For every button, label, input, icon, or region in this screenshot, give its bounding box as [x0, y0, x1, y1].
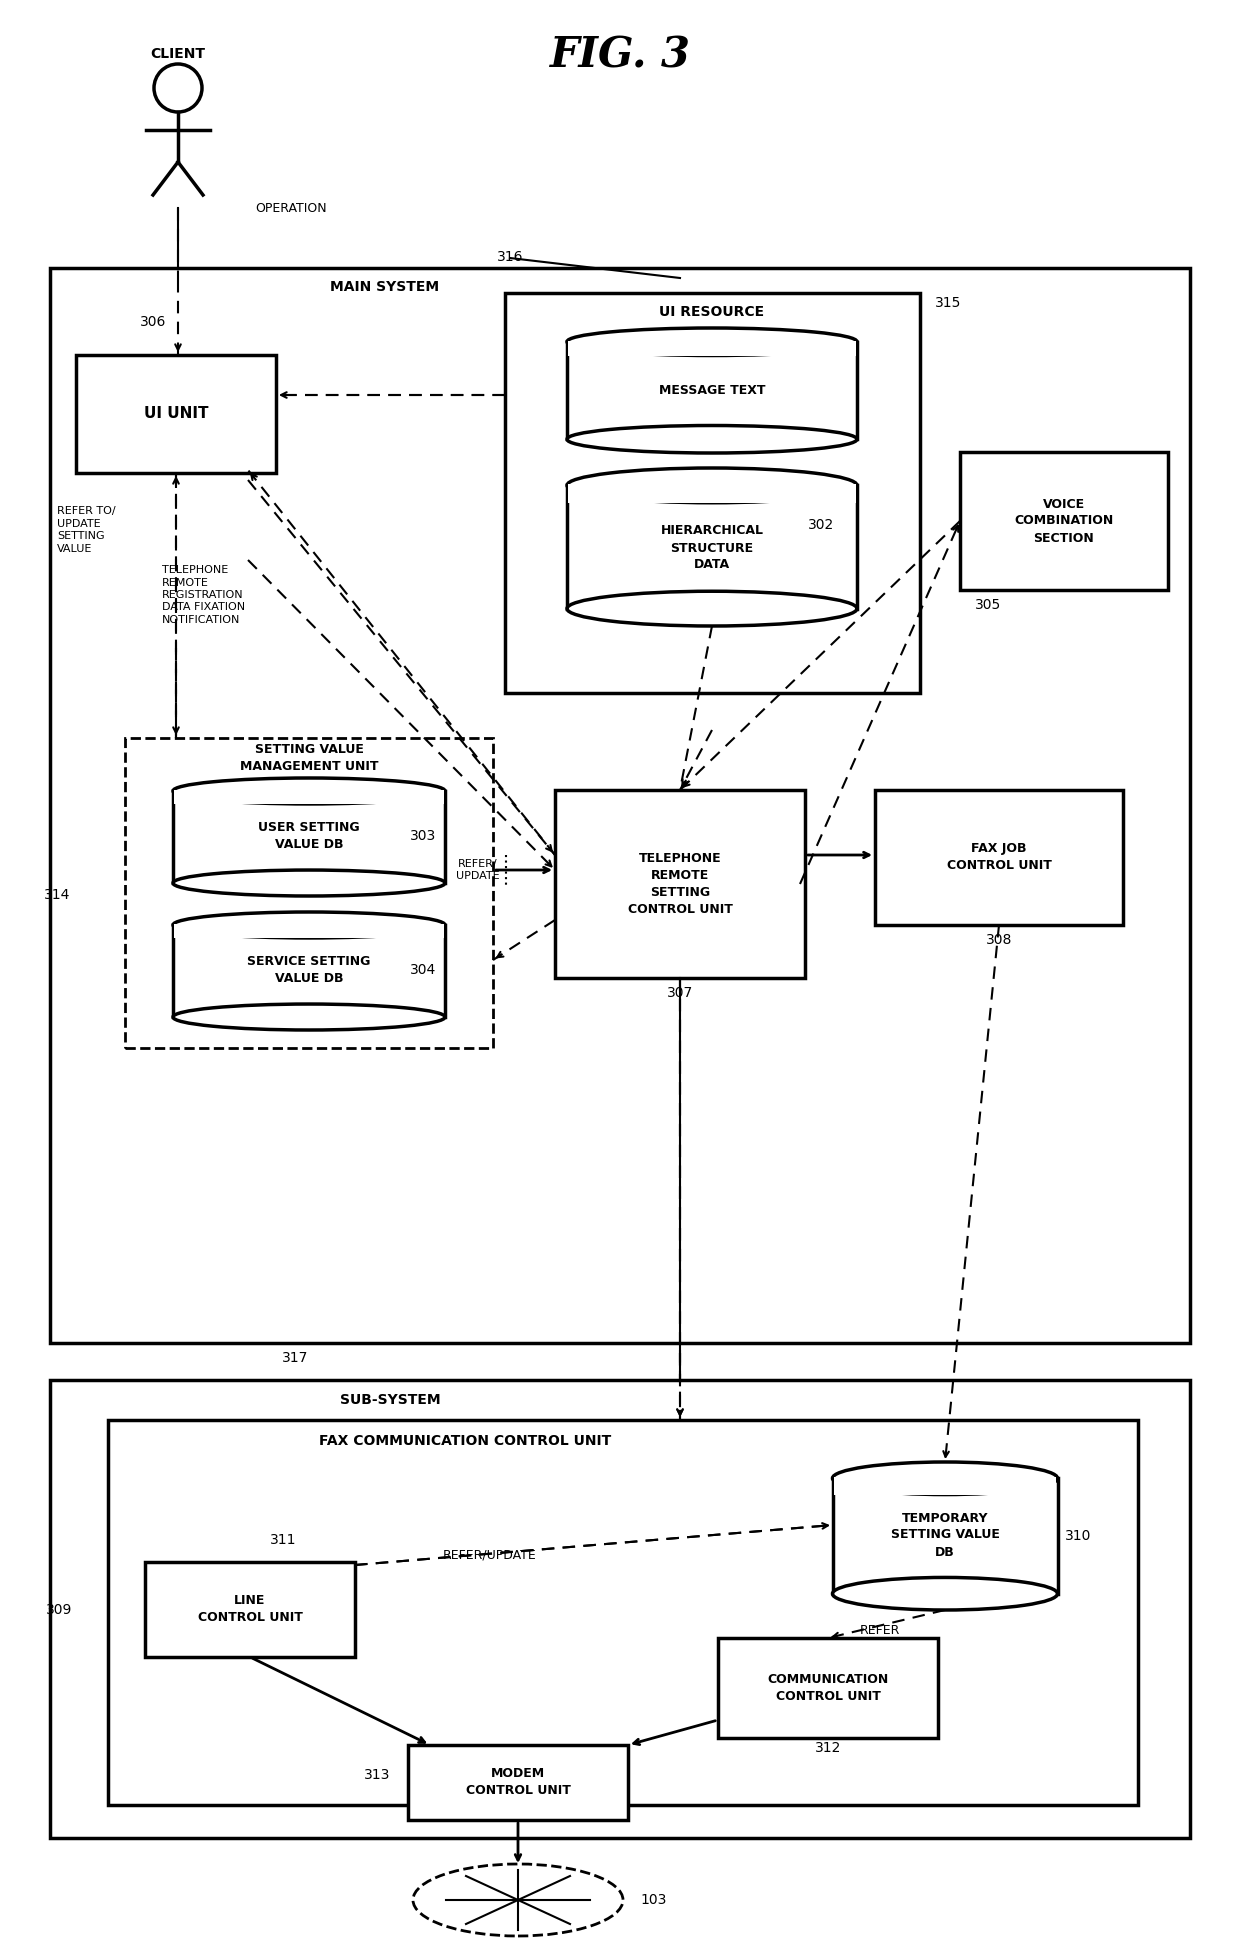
- Text: REFER/
UPDATE: REFER/ UPDATE: [456, 858, 500, 882]
- Text: LINE
CONTROL UNIT: LINE CONTROL UNIT: [197, 1594, 303, 1625]
- Text: VOICE
COMBINATION
SECTION: VOICE COMBINATION SECTION: [1014, 498, 1114, 545]
- Text: TELEPHONE
REMOTE
SETTING
CONTROL UNIT: TELEPHONE REMOTE SETTING CONTROL UNIT: [627, 852, 733, 917]
- Text: REFER TO/
UPDATE
SETTING
VALUE: REFER TO/ UPDATE SETTING VALUE: [57, 506, 115, 553]
- Text: HIERARCHICAL
STRUCTURE
DATA: HIERARCHICAL STRUCTURE DATA: [661, 525, 764, 572]
- Ellipse shape: [567, 329, 857, 356]
- Bar: [145, 1563, 355, 1656]
- Bar: [960, 451, 1168, 590]
- Text: SETTING VALUE
MANAGEMENT UNIT: SETTING VALUE MANAGEMENT UNIT: [239, 743, 378, 773]
- Text: SUB-SYSTEM: SUB-SYSTEM: [340, 1393, 440, 1407]
- Bar: [108, 1421, 1138, 1806]
- Text: SERVICE SETTING
VALUE DB: SERVICE SETTING VALUE DB: [247, 955, 371, 985]
- Ellipse shape: [832, 1461, 1058, 1495]
- Bar: [875, 790, 1123, 924]
- Text: MESSAGE TEXT: MESSAGE TEXT: [658, 383, 765, 397]
- Text: 302: 302: [808, 518, 835, 531]
- Text: 309: 309: [46, 1604, 72, 1617]
- Text: 315: 315: [935, 296, 961, 309]
- Ellipse shape: [567, 592, 857, 627]
- Ellipse shape: [174, 913, 445, 938]
- Ellipse shape: [413, 1864, 622, 1936]
- Text: COMMUNICATION
CONTROL UNIT: COMMUNICATION CONTROL UNIT: [768, 1674, 889, 1703]
- Bar: [76, 354, 277, 473]
- Text: 316: 316: [497, 249, 523, 265]
- Text: TEMPORARY
SETTING VALUE
DB: TEMPORARY SETTING VALUE DB: [890, 1512, 999, 1559]
- Text: 303: 303: [410, 829, 436, 843]
- Ellipse shape: [174, 778, 445, 804]
- Text: TELEPHONE
REMOTE
REGISTRATION
DATA FIXATION
NOTIFICATION: TELEPHONE REMOTE REGISTRATION DATA FIXAT…: [162, 564, 246, 625]
- Ellipse shape: [567, 426, 857, 453]
- Bar: [568, 341, 856, 356]
- Text: 308: 308: [986, 932, 1012, 948]
- Text: 311: 311: [270, 1533, 296, 1547]
- Bar: [568, 485, 856, 502]
- Text: UI RESOURCE: UI RESOURCE: [660, 306, 765, 319]
- Bar: [175, 790, 444, 804]
- Text: OPERATION: OPERATION: [255, 202, 326, 214]
- Ellipse shape: [174, 870, 445, 895]
- Bar: [125, 738, 494, 1049]
- Text: 312: 312: [815, 1742, 841, 1755]
- Ellipse shape: [174, 1004, 445, 1029]
- Text: 305: 305: [975, 597, 1001, 611]
- Bar: [175, 924, 444, 938]
- Bar: [174, 924, 445, 1018]
- Text: FAX COMMUNICATION CONTROL UNIT: FAX COMMUNICATION CONTROL UNIT: [319, 1434, 611, 1448]
- Bar: [50, 269, 1190, 1343]
- Text: 317: 317: [281, 1351, 309, 1364]
- Circle shape: [154, 64, 202, 113]
- Bar: [174, 790, 445, 883]
- Text: UI UNIT: UI UNIT: [144, 407, 208, 422]
- Text: CLIENT: CLIENT: [150, 47, 206, 60]
- Text: 310: 310: [1065, 1530, 1091, 1543]
- Text: MAIN SYSTEM: MAIN SYSTEM: [330, 280, 439, 294]
- Bar: [832, 1479, 1058, 1594]
- Ellipse shape: [832, 1578, 1058, 1609]
- Bar: [567, 485, 857, 609]
- Bar: [718, 1639, 937, 1738]
- Text: FIG. 3: FIG. 3: [549, 33, 691, 76]
- Text: 304: 304: [410, 963, 436, 977]
- Bar: [833, 1477, 1056, 1495]
- Text: 103: 103: [640, 1893, 666, 1907]
- Bar: [408, 1746, 627, 1820]
- Text: 301: 301: [808, 339, 835, 352]
- Bar: [567, 342, 857, 440]
- Bar: [556, 790, 805, 979]
- Text: 313: 313: [363, 1769, 391, 1783]
- Bar: [50, 1380, 1190, 1839]
- Ellipse shape: [567, 467, 857, 502]
- Text: MODEM
CONTROL UNIT: MODEM CONTROL UNIT: [465, 1767, 570, 1796]
- Text: USER SETTING
VALUE DB: USER SETTING VALUE DB: [258, 821, 360, 850]
- Text: FAX JOB
CONTROL UNIT: FAX JOB CONTROL UNIT: [946, 843, 1052, 872]
- Text: 307: 307: [667, 987, 693, 1000]
- Bar: [505, 294, 920, 693]
- Text: REFER/UPDATE: REFER/UPDATE: [443, 1549, 537, 1561]
- Text: 314: 314: [43, 887, 69, 903]
- Text: 306: 306: [140, 315, 166, 329]
- Text: REFER: REFER: [859, 1623, 900, 1637]
